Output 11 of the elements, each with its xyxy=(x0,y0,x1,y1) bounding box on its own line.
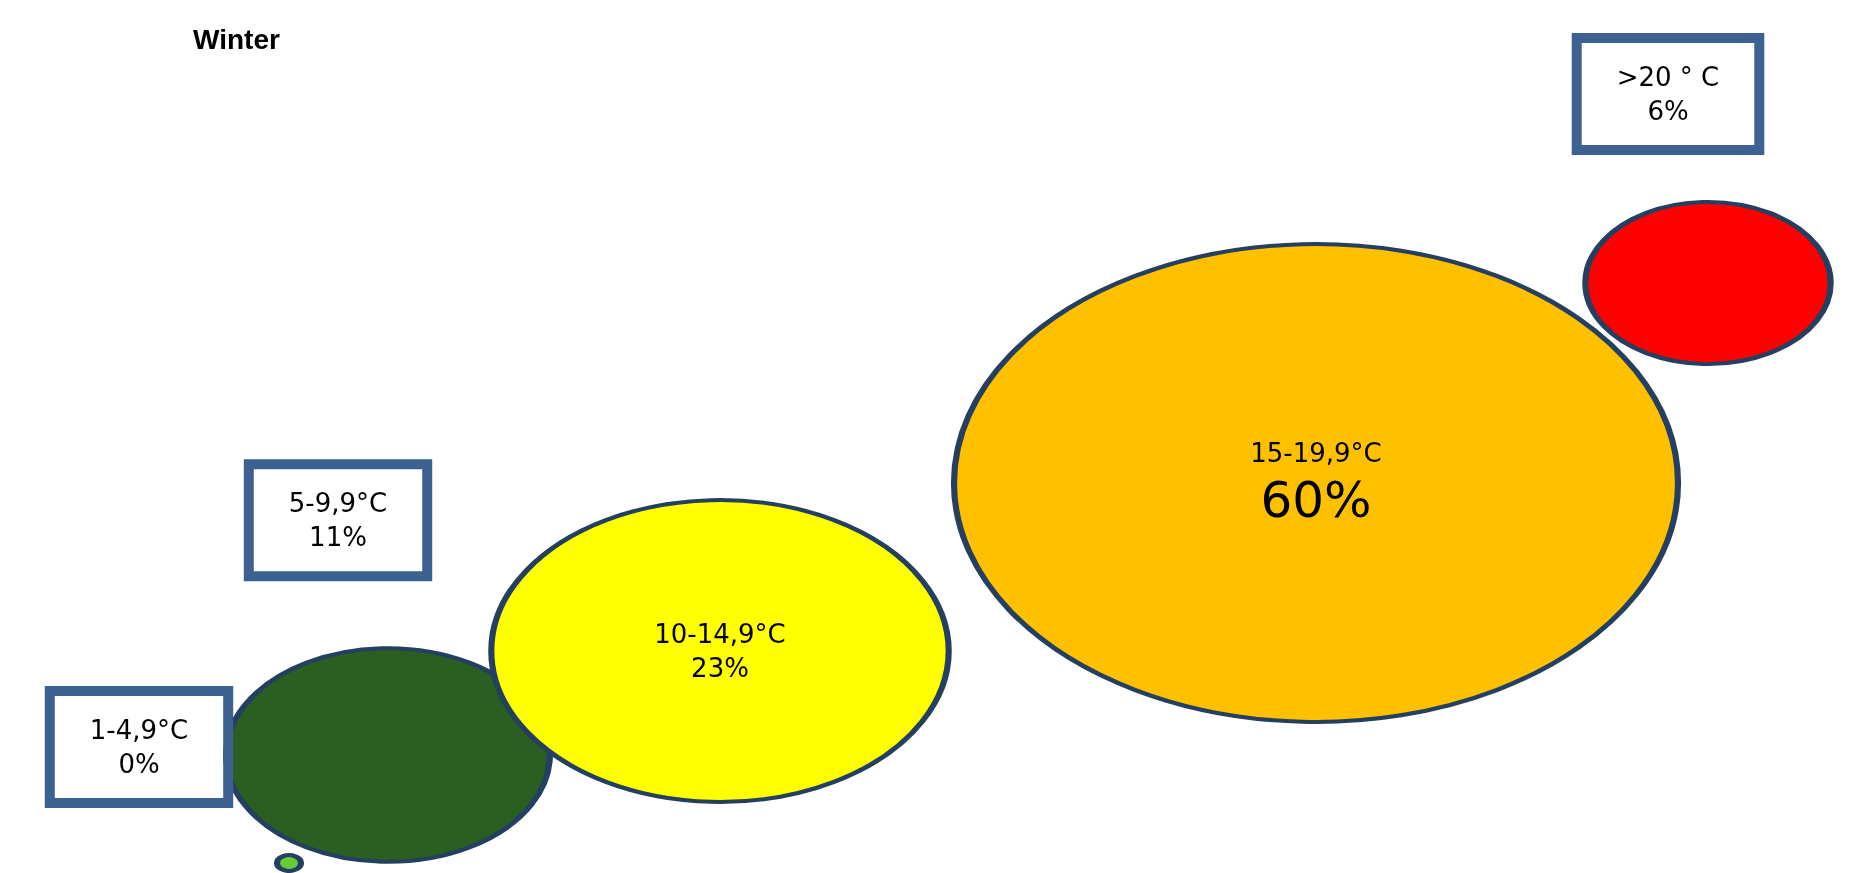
category-label: >20 ° C xyxy=(1616,62,1720,92)
category-label: 5-9,9°C xyxy=(288,488,388,519)
data-label: 11% xyxy=(309,522,367,553)
category-label: 15-19,9°C xyxy=(1250,438,1382,468)
category-label: 1-4,9°C xyxy=(89,715,189,746)
category-label: 10-14,9°C xyxy=(654,619,786,649)
data-label: 6% xyxy=(1647,96,1689,126)
data-label: 23% xyxy=(691,653,749,683)
data-label: 0% xyxy=(118,749,160,780)
text: Winter xyxy=(193,23,280,55)
data-label: 60% xyxy=(1260,471,1372,529)
